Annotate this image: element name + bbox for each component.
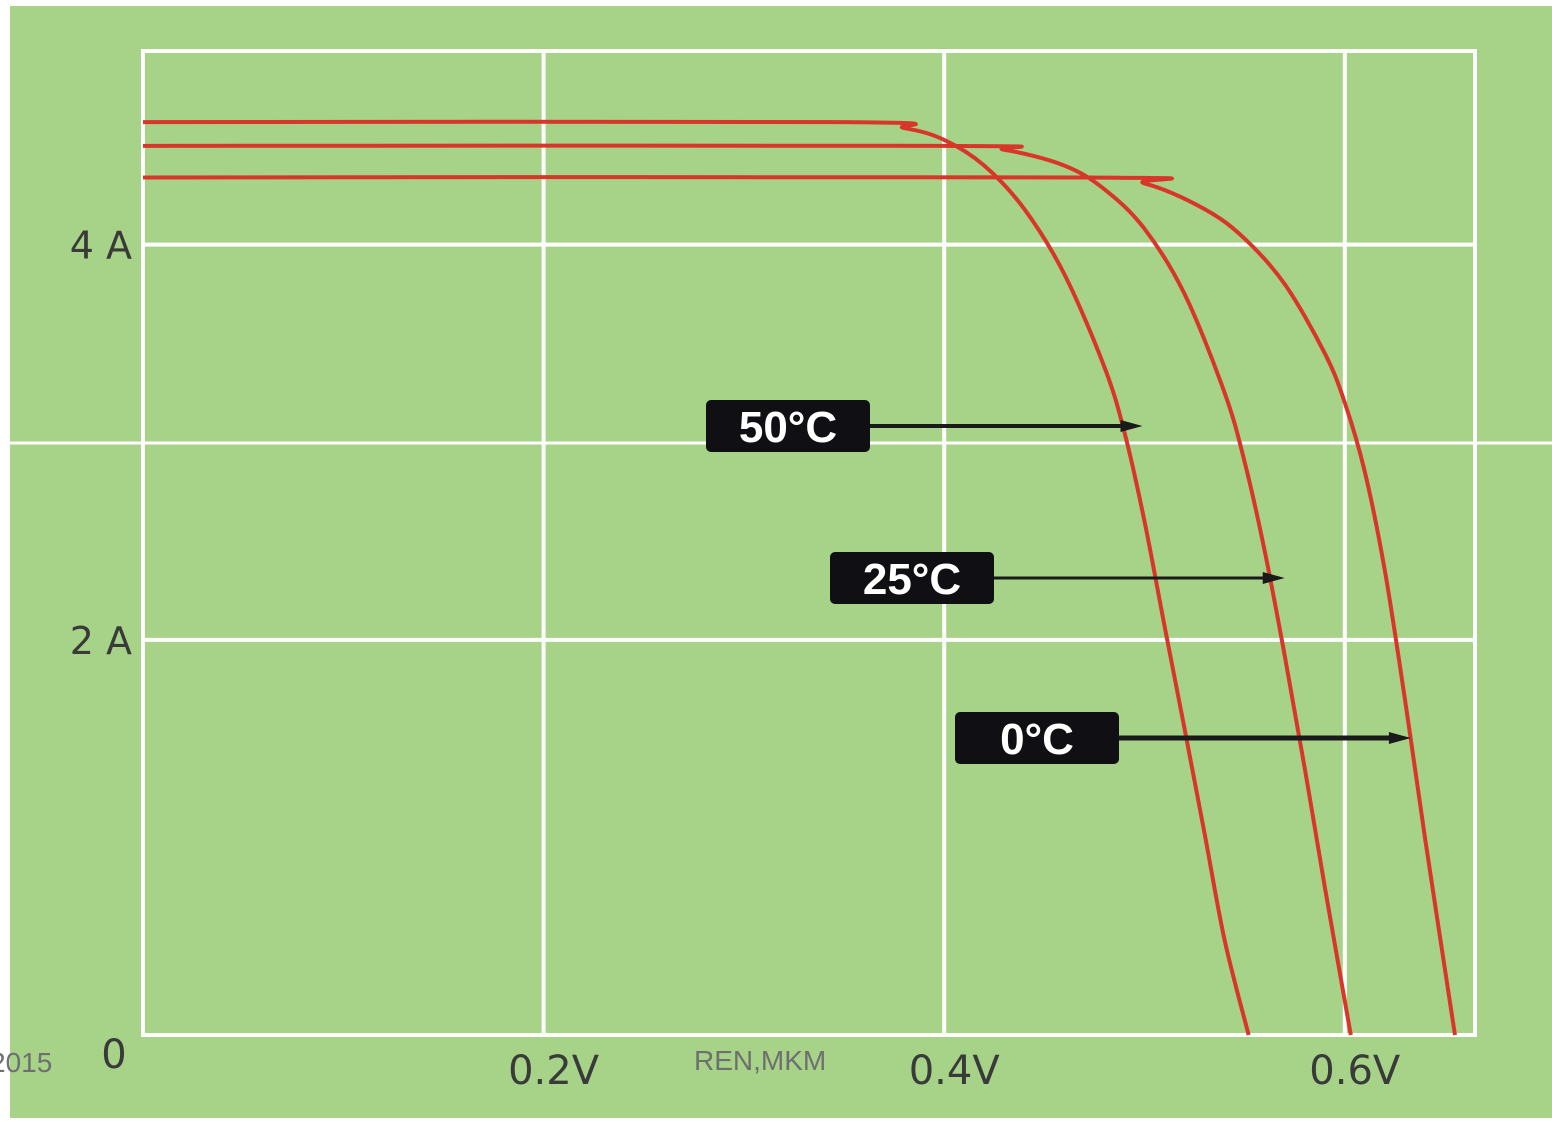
y-tick-label-1: 4 A	[70, 224, 132, 268]
arrow-head-icon	[1262, 572, 1285, 584]
annotation-box	[706, 400, 870, 452]
annotation-box	[955, 712, 1119, 764]
y-tick-label-0: 2 A	[70, 619, 132, 663]
series-line-0Cc	[142, 175, 1457, 1036]
arrow-head-icon	[1388, 732, 1411, 744]
x-tick-label-2: 0.6V	[1309, 1048, 1401, 1094]
annotation-0: 50°C	[706, 400, 1143, 452]
plot-frame	[141, 49, 1477, 1037]
curves	[142, 119, 1457, 1036]
x-tick-label-1: 0.4V	[909, 1048, 1001, 1094]
chart-background	[10, 6, 1552, 1118]
annotation-box	[830, 552, 994, 604]
annotation-label: 25°C	[863, 555, 961, 604]
arrow-head-icon	[1120, 420, 1143, 432]
annotation-2: 0°C	[955, 712, 1411, 764]
annotation-label: 50°C	[739, 403, 837, 452]
footer-center-text: REN,MKM	[694, 1045, 826, 1076]
series-line-25Cc	[142, 143, 1353, 1036]
x-tick-label-0: 0.2V	[508, 1048, 600, 1094]
annotation-label: 0°C	[1000, 715, 1074, 764]
series-line-50Cc	[142, 119, 1251, 1036]
ticks: 0.2V 0.4V 0.6V 2 A 4 A 0	[70, 224, 1401, 1094]
footer-left-fragment: 2015	[0, 1047, 52, 1078]
temperature-annotations: 50°C 25°C 0°C	[706, 400, 1411, 764]
origin-tick-label: 0	[101, 1032, 126, 1078]
annotation-1: 25°C	[830, 552, 1285, 604]
